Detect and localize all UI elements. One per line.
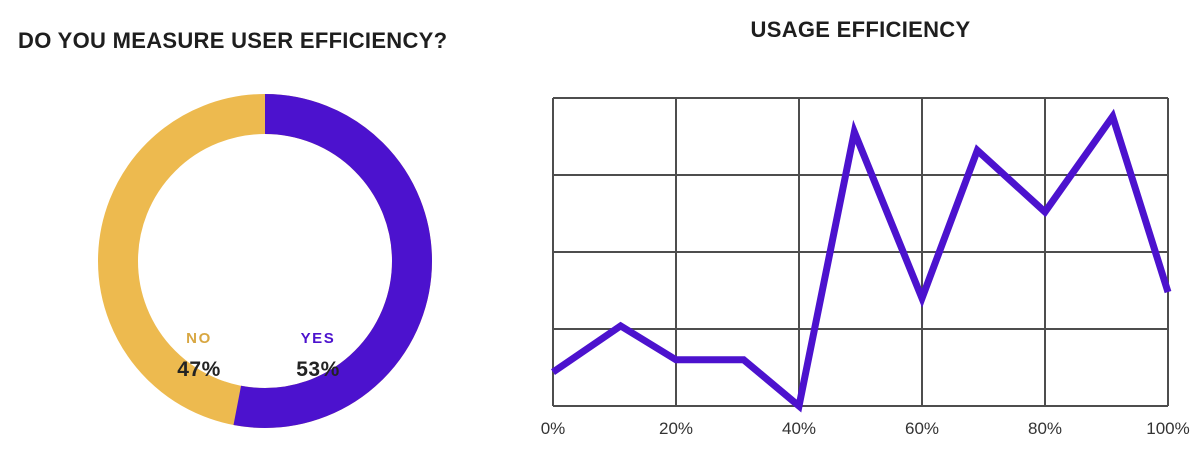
line-chart-title: USAGE EFFICIENCY — [750, 17, 971, 42]
donut-label-yes: YES 53% — [296, 331, 340, 380]
no-label: NO — [186, 330, 212, 347]
x-tick-label: 20% — [658, 419, 694, 438]
x-tick-label: 40% — [781, 419, 817, 438]
x-tick-label: 100% — [1146, 419, 1190, 438]
no-value: 47% — [177, 358, 221, 381]
line-chart-title-wrap: USAGE EFFICIENCY — [553, 17, 1168, 43]
donut-chart: NO 47% YES 53% — [95, 91, 435, 431]
x-tick-label: 80% — [1027, 419, 1063, 438]
line-chart-svg — [551, 97, 1172, 413]
x-tick-label: 0% — [540, 419, 566, 438]
donut-ring — [98, 94, 432, 428]
yes-label: YES — [300, 330, 336, 347]
x-tick-label: 60% — [904, 419, 940, 438]
yes-value: 53% — [296, 358, 340, 381]
donut-chart-title: DO YOU MEASURE USER EFFICIENCY? — [18, 28, 448, 53]
line-chart-plot — [551, 97, 1172, 413]
donut-label-no: NO 47% — [177, 331, 221, 380]
